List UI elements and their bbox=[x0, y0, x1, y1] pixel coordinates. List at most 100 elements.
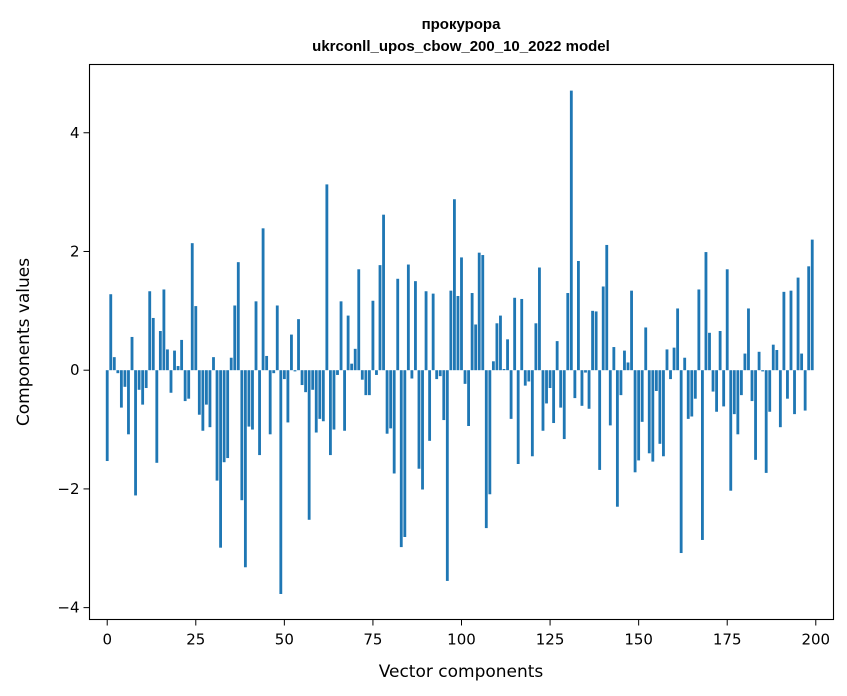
bar-156 bbox=[658, 370, 662, 444]
bar-104 bbox=[474, 324, 478, 371]
bar-63 bbox=[329, 370, 332, 456]
bar-26 bbox=[197, 370, 201, 415]
bar-72 bbox=[360, 370, 364, 380]
bar-87 bbox=[414, 281, 417, 371]
bar-14 bbox=[155, 370, 159, 463]
bar-131 bbox=[569, 90, 573, 371]
bar-142 bbox=[608, 370, 612, 426]
bar-99 bbox=[456, 296, 460, 371]
bar-42 bbox=[254, 301, 258, 371]
bar-144 bbox=[615, 370, 619, 507]
bar-37 bbox=[236, 262, 240, 371]
bar-151 bbox=[640, 370, 644, 422]
bar-77 bbox=[378, 265, 382, 371]
bar-163 bbox=[683, 357, 687, 371]
bar-119 bbox=[527, 370, 531, 382]
bar-15 bbox=[158, 331, 162, 371]
bar-161 bbox=[676, 308, 680, 371]
bar-64 bbox=[332, 370, 336, 430]
bar-95 bbox=[442, 370, 446, 421]
bar-57 bbox=[307, 370, 311, 520]
bar-136 bbox=[587, 370, 591, 409]
bar-193 bbox=[789, 290, 793, 371]
bar-35 bbox=[229, 357, 233, 371]
bar-153 bbox=[647, 370, 651, 454]
bar-171 bbox=[711, 370, 715, 392]
bar-125 bbox=[548, 370, 552, 389]
bar-82 bbox=[396, 278, 400, 371]
bar-149 bbox=[633, 370, 637, 473]
bar-121 bbox=[534, 323, 538, 371]
bar-107 bbox=[484, 370, 488, 529]
bar-58 bbox=[311, 370, 315, 390]
bar-103 bbox=[470, 293, 474, 371]
bar-81 bbox=[392, 370, 396, 474]
bar-186 bbox=[764, 370, 768, 473]
bar-160 bbox=[672, 347, 676, 371]
bar-48 bbox=[275, 305, 279, 371]
bar-150 bbox=[637, 370, 641, 461]
bar-91 bbox=[428, 370, 432, 441]
bar-25 bbox=[194, 306, 198, 371]
bar-109 bbox=[491, 361, 495, 371]
bar-145 bbox=[619, 370, 623, 396]
bar-9 bbox=[137, 370, 141, 390]
bar-88 bbox=[417, 370, 421, 469]
bar-164 bbox=[686, 370, 690, 419]
bar-41 bbox=[251, 370, 254, 430]
x-tick-label: 0 bbox=[102, 631, 112, 649]
bar-111 bbox=[499, 315, 502, 371]
bar-154 bbox=[651, 370, 655, 462]
bar-182 bbox=[750, 370, 754, 402]
bar-18 bbox=[169, 370, 173, 393]
bar-188 bbox=[771, 344, 775, 371]
bar-159 bbox=[669, 370, 672, 380]
bar-174 bbox=[722, 370, 726, 407]
bar-40 bbox=[247, 370, 251, 427]
x-tick-label: 200 bbox=[801, 631, 830, 649]
bar-122 bbox=[538, 267, 541, 371]
bar-108 bbox=[488, 370, 492, 495]
bar-4 bbox=[119, 370, 123, 408]
bar-65 bbox=[336, 370, 339, 375]
bar-0 bbox=[105, 370, 109, 462]
x-tick-label: 25 bbox=[186, 631, 205, 649]
x-tick-label: 150 bbox=[624, 631, 653, 649]
bar-7 bbox=[130, 336, 134, 371]
chart-subtitle: ukrconll_upos_cbow_200_10_2022 model bbox=[312, 38, 610, 55]
bar-85 bbox=[406, 264, 410, 371]
bar-115 bbox=[513, 297, 517, 371]
bar-19 bbox=[173, 350, 176, 371]
bar-33 bbox=[222, 370, 226, 463]
bar-28 bbox=[205, 370, 208, 405]
bar-23 bbox=[187, 370, 191, 399]
bar-143 bbox=[612, 347, 616, 371]
bar-38 bbox=[240, 370, 244, 501]
bar-96 bbox=[445, 370, 449, 581]
bar-62 bbox=[325, 184, 329, 371]
bar-60 bbox=[318, 370, 322, 419]
bar-76 bbox=[375, 370, 378, 375]
bar-34 bbox=[226, 370, 230, 459]
bar-75 bbox=[371, 300, 375, 371]
bar-50 bbox=[282, 370, 286, 380]
bar-175 bbox=[725, 269, 729, 371]
x-tick-label: 125 bbox=[536, 631, 565, 649]
y-axis: −4 −2 0 2 4 bbox=[57, 124, 90, 617]
bar-173 bbox=[718, 331, 722, 371]
bar-79 bbox=[385, 370, 389, 434]
bar-84 bbox=[403, 370, 407, 537]
bar-179 bbox=[739, 370, 743, 396]
bar-195 bbox=[796, 277, 800, 371]
bar-114 bbox=[509, 370, 513, 419]
bar-67 bbox=[343, 370, 346, 431]
bar-43 bbox=[258, 370, 261, 456]
bar-5 bbox=[123, 370, 127, 387]
bar-17 bbox=[166, 349, 169, 371]
bar-116 bbox=[516, 370, 520, 464]
bar-155 bbox=[654, 370, 658, 391]
chart-title: прокурора bbox=[422, 16, 502, 33]
bar-183 bbox=[754, 370, 757, 460]
bar-191 bbox=[782, 291, 786, 371]
